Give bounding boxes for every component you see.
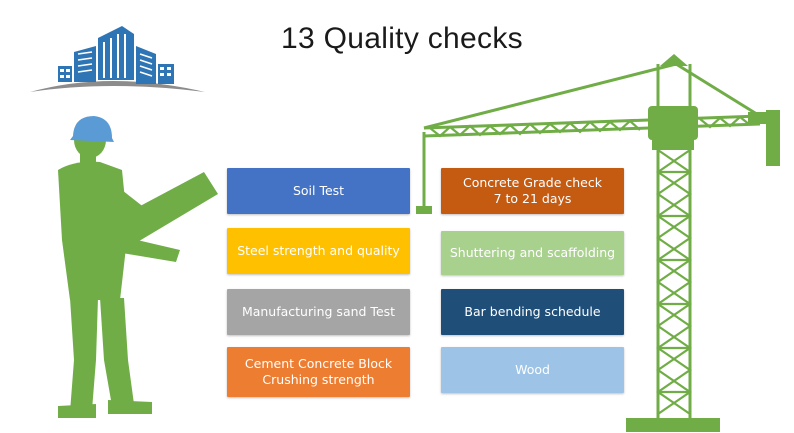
check-label: Wood [515, 362, 550, 377]
check-label: Soil Test [292, 183, 345, 198]
check-label: Cement Concrete Block Crushing strength [244, 356, 393, 387]
check-box-manufacturing-sand: Manufacturing sand Test [227, 289, 410, 335]
check-label: Bar bending schedule [464, 304, 601, 319]
check-label: Concrete Grade check 7 to 21 days [463, 175, 602, 206]
check-label: Shuttering and scaffolding [449, 245, 616, 260]
check-box-steel-strength: Steel strength and quality [227, 228, 410, 274]
check-box-cement-block: Cement Concrete Block Crushing strength [227, 347, 410, 397]
check-box-concrete-grade: Concrete Grade check 7 to 21 days [441, 168, 624, 214]
check-box-wood: Wood [441, 347, 624, 393]
check-label: Steel strength and quality [237, 243, 400, 258]
check-box-soil-test: Soil Test [227, 168, 410, 214]
page-title: 13 Quality checks [281, 22, 523, 55]
check-label: Manufacturing sand Test [241, 304, 396, 319]
check-box-shuttering: Shuttering and scaffolding [441, 231, 624, 275]
check-box-bar-bending: Bar bending schedule [441, 289, 624, 335]
